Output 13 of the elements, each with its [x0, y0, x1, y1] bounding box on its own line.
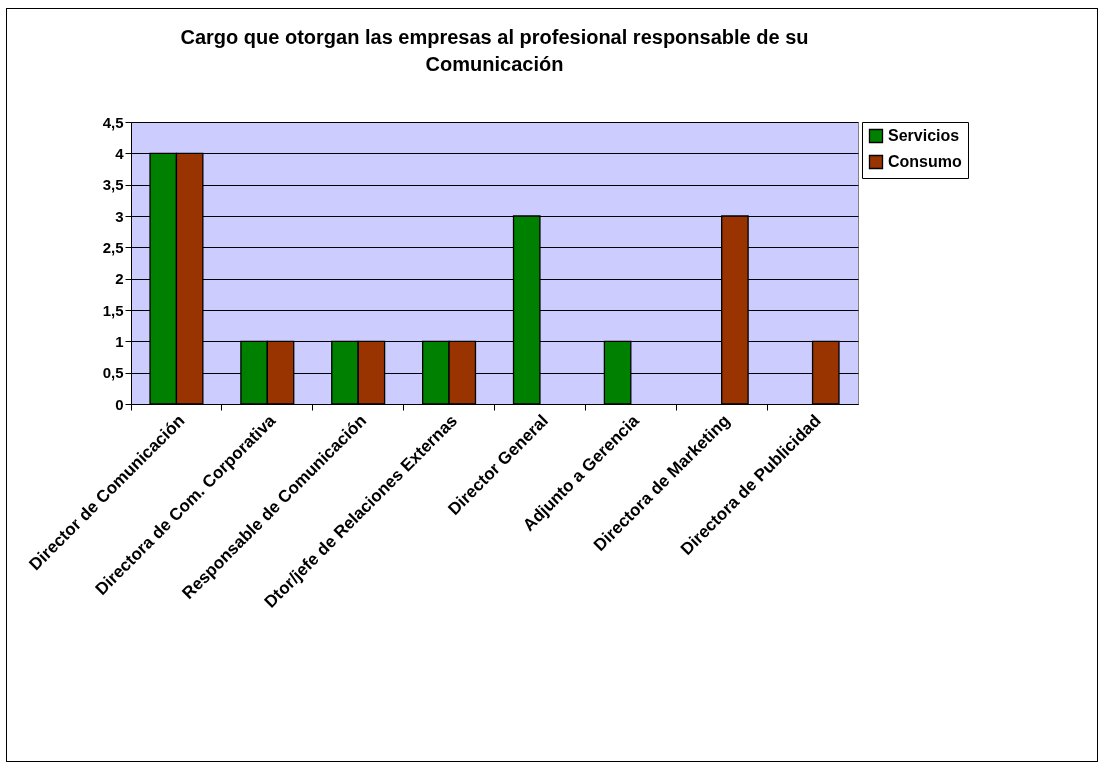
y-tick-label: 4 [115, 144, 125, 162]
legend-label: Servicios [888, 127, 960, 144]
y-tick-label: 2 [115, 270, 124, 288]
y-tick-label: 3 [115, 207, 124, 225]
y-tick-label: 4,5 [102, 113, 124, 131]
y-tick-label: 1 [115, 332, 124, 350]
y-tick-label: 3,5 [102, 176, 124, 194]
y-tick-label: 2,5 [102, 238, 124, 256]
y-tick-label: 1,5 [102, 301, 124, 319]
y-tick-label: 0,5 [102, 364, 124, 382]
y-tick-label: 0 [115, 395, 124, 413]
chart-title: Cargo que otorgan las empresas al profesional responsable de su Comunicación [180, 26, 809, 75]
legend-label: Consumo [888, 153, 962, 170]
